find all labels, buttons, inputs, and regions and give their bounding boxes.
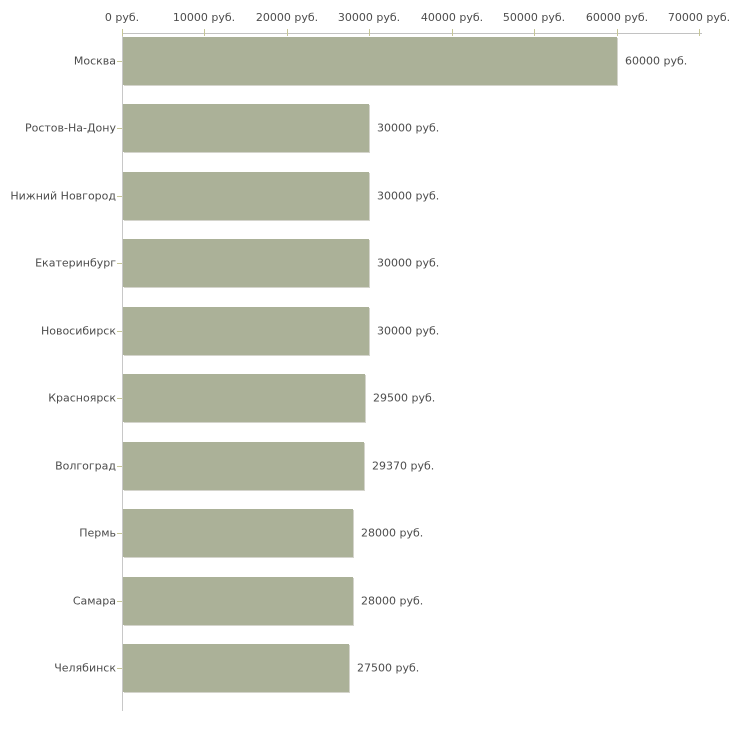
bar xyxy=(123,37,617,85)
x-axis-line xyxy=(122,33,702,34)
category-label: Самара xyxy=(72,594,116,608)
y-axis-tick xyxy=(117,331,122,332)
x-axis-tick xyxy=(204,29,205,36)
y-axis-tick xyxy=(117,128,122,129)
value-label: 29500 руб. xyxy=(373,391,436,405)
bar xyxy=(123,104,369,152)
y-axis-tick xyxy=(117,398,122,399)
y-axis-tick xyxy=(117,466,122,467)
x-axis-tick xyxy=(699,29,700,36)
x-axis-tick xyxy=(287,29,288,36)
y-axis-tick xyxy=(117,533,122,534)
category-label: Нижний Новгород xyxy=(10,189,116,203)
y-axis-tick xyxy=(117,668,122,669)
x-axis-tick-label: 20000 руб. xyxy=(255,11,319,24)
x-axis-tick xyxy=(122,29,123,36)
category-label: Пермь xyxy=(79,526,116,540)
y-axis-tick xyxy=(117,601,122,602)
y-axis-tick xyxy=(117,263,122,264)
category-label: Ростов-На-Дону xyxy=(24,121,116,135)
x-axis-tick xyxy=(452,29,453,36)
category-label: Красноярск xyxy=(48,391,116,405)
y-axis-line xyxy=(122,33,123,711)
bar xyxy=(123,644,349,692)
bar xyxy=(123,239,369,287)
value-label: 60000 руб. xyxy=(625,54,688,68)
y-axis-tick xyxy=(117,196,122,197)
value-label: 27500 руб. xyxy=(357,661,420,675)
value-label: 30000 руб. xyxy=(377,189,440,203)
x-axis-tick xyxy=(534,29,535,36)
x-axis-tick xyxy=(369,29,370,36)
category-label: Челябинск xyxy=(54,661,116,675)
x-axis-tick-label: 30000 руб. xyxy=(337,11,401,24)
x-axis-tick-label: 50000 руб. xyxy=(502,11,566,24)
bar xyxy=(123,172,369,220)
x-axis-tick-label: 70000 руб. xyxy=(667,11,730,24)
x-axis-tick-label: 0 руб. xyxy=(104,11,140,24)
category-label: Новосибирск xyxy=(40,324,116,338)
bar xyxy=(123,509,353,557)
x-axis-tick-label: 40000 руб. xyxy=(420,11,484,24)
bar xyxy=(123,442,364,490)
value-label: 30000 руб. xyxy=(377,324,440,338)
y-axis-tick xyxy=(117,61,122,62)
x-axis-tick-label: 60000 руб. xyxy=(585,11,649,24)
category-label: Москва xyxy=(73,54,116,68)
x-axis-tick-label: 10000 руб. xyxy=(172,11,236,24)
category-label: Екатеринбург xyxy=(35,256,116,270)
x-axis-tick xyxy=(617,29,618,36)
value-label: 30000 руб. xyxy=(377,121,440,135)
bar xyxy=(123,374,365,422)
bar xyxy=(123,577,353,625)
value-label: 28000 руб. xyxy=(361,594,424,608)
value-label: 30000 руб. xyxy=(377,256,440,270)
value-label: 28000 руб. xyxy=(361,526,424,540)
category-label: Волгоград xyxy=(55,459,116,473)
bar xyxy=(123,307,369,355)
value-label: 29370 руб. xyxy=(372,459,435,473)
